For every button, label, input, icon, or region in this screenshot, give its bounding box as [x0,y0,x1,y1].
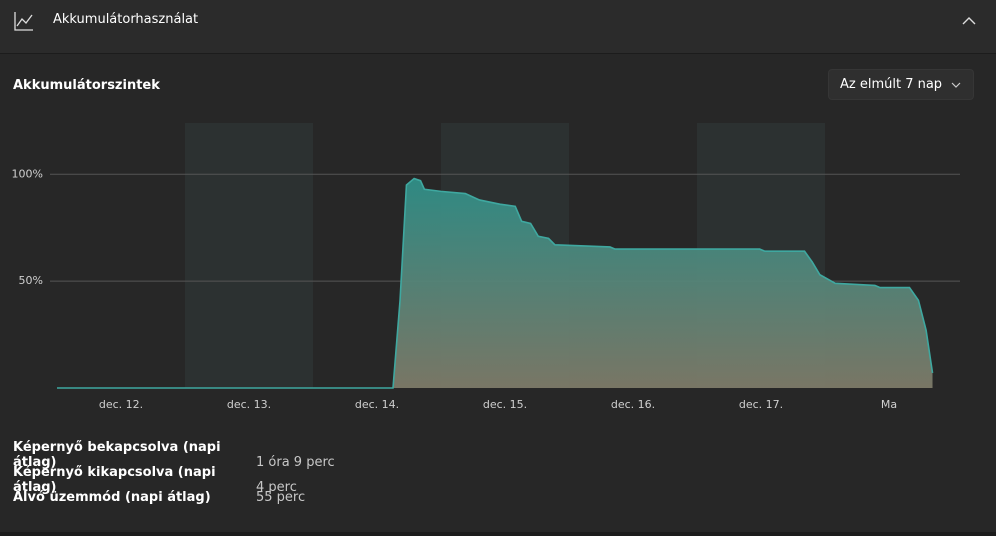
stat-row: Alvó üzemmód (napi átlag) 55 perc [13,490,305,505]
day-band [185,123,313,388]
area-line [57,177,934,389]
x-tick-label: dec. 12. [99,398,143,411]
y-tick-label: 100% [12,167,43,180]
chart-icon [14,12,33,31]
x-tick-label: dec. 14. [355,398,399,411]
dropdown-chevron [951,82,961,88]
stat-value: 55 perc [256,490,306,505]
stat-row: Képernyő kikapcsolva (napi átlag) 4 perc [13,465,297,495]
x-tick-label: Ma [881,398,897,411]
stat-value: 1 óra 9 perc [256,455,335,470]
bottom-border [0,532,996,536]
x-tick-label: dec. 13. [227,398,271,411]
area-fill [57,178,933,388]
header-title: Akkumulátorhasználat [53,12,199,27]
stat-label: Képernyő kikapcsolva (napi átlag) [13,465,216,495]
stat-value: 4 perc [256,480,297,495]
header[interactable]: Akkumulátorhasználat [0,0,996,54]
y-tick-label: 50% [19,274,43,287]
range-dropdown[interactable]: Az elmúlt 7 nap [828,69,974,100]
stat-row: Képernyő bekapcsolva (napi átlag) 1 óra 9… [13,440,335,470]
x-tick-label: dec. 17. [739,398,783,411]
collapse-chevron[interactable] [962,16,976,26]
stat-label: Képernyő bekapcsolva (napi átlag) [13,440,221,470]
x-tick-label: dec. 15. [483,398,527,411]
dropdown-label: Az elmúlt 7 nap [840,77,943,92]
stat-label: Alvó üzemmód (napi átlag) [13,490,211,505]
chart: 50% 100% dec. 12. dec. 13. dec. 14. dec. 15. d… [12,123,960,411]
section-title: Akkumulátorszintek [13,78,160,93]
x-tick-label: dec. 16. [611,398,655,411]
